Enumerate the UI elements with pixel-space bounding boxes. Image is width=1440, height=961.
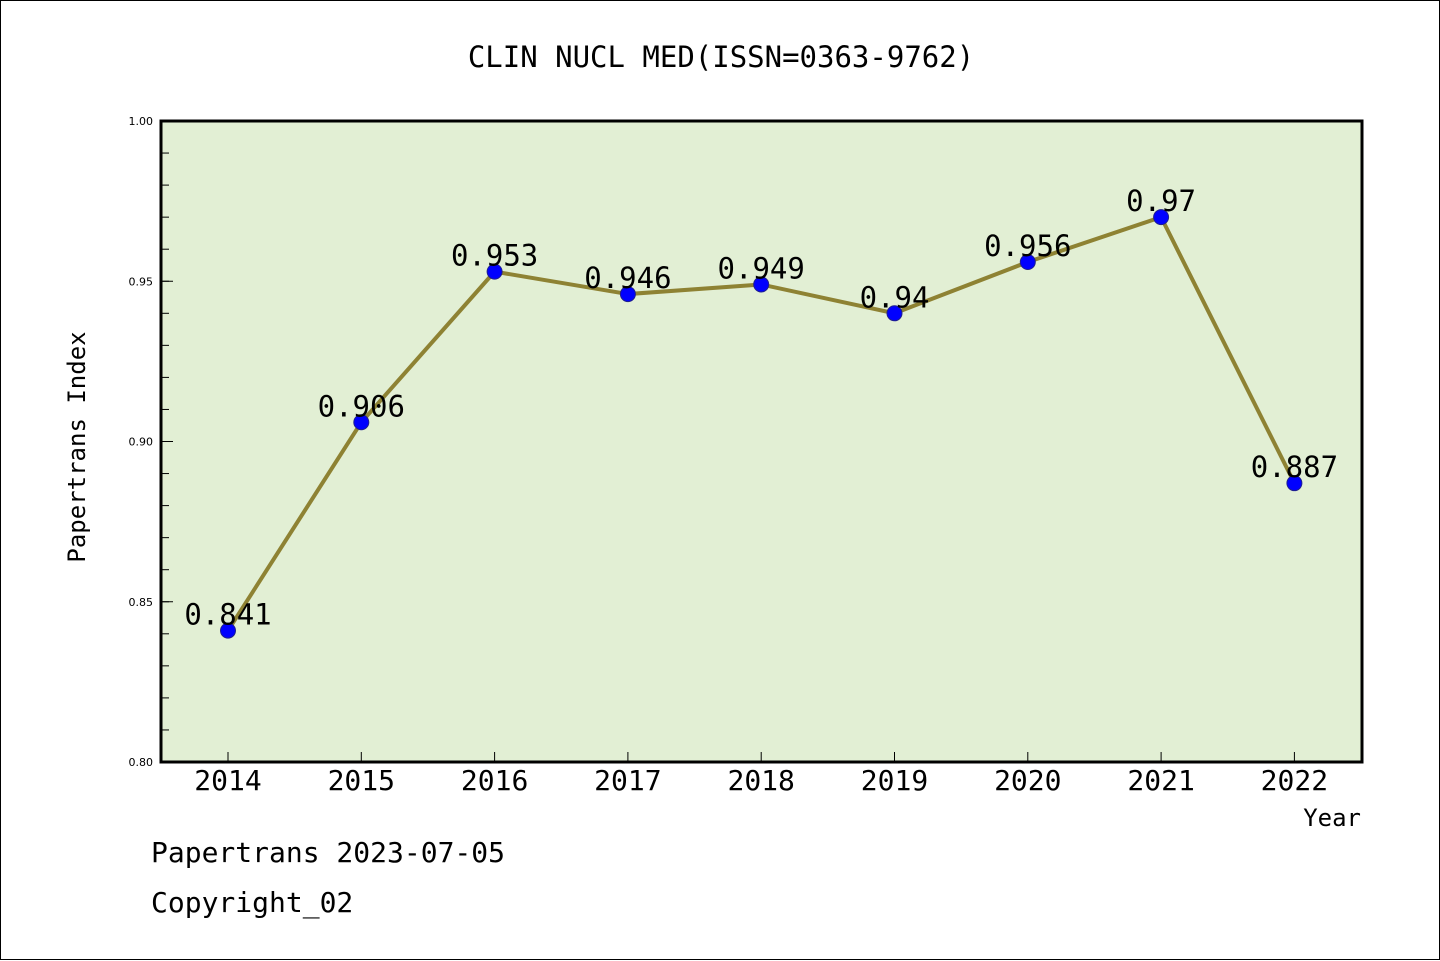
x-tick-label: 2020 bbox=[994, 764, 1061, 797]
data-label: 0.841 bbox=[184, 598, 271, 632]
x-axis-ticks: 2014 2015 2016 2017 2018 2019 2020 2021 2022 bbox=[194, 752, 1328, 797]
data-markers bbox=[220, 209, 1303, 639]
chart-title: CLIN NUCL MED(ISSN=0363-9762) bbox=[468, 40, 974, 74]
x-tick-label: 2019 bbox=[861, 764, 928, 797]
data-label: 0.97 bbox=[1126, 184, 1196, 218]
data-label: 0.906 bbox=[318, 389, 405, 423]
x-tick-label: 2022 bbox=[1261, 764, 1328, 797]
x-tick-label: 2016 bbox=[461, 764, 528, 797]
x-axis-label: Year bbox=[1303, 804, 1361, 832]
data-label: 0.956 bbox=[984, 229, 1071, 263]
footer-copyright: Copyright_02 bbox=[151, 886, 354, 919]
y-tick-label: 0.95 bbox=[129, 275, 154, 288]
data-point bbox=[619, 286, 636, 303]
footer-date: Papertrans 2023-07-05 bbox=[151, 836, 506, 869]
data-point bbox=[753, 276, 770, 293]
data-point bbox=[1286, 475, 1303, 492]
data-point bbox=[1153, 209, 1170, 226]
data-point bbox=[886, 305, 903, 322]
x-tick-label: 2018 bbox=[727, 764, 794, 797]
y-tick-label: 0.90 bbox=[129, 436, 154, 449]
y-axis-label: Papertrans Index bbox=[63, 331, 91, 562]
data-point bbox=[220, 622, 236, 639]
data-label: 0.949 bbox=[718, 251, 805, 285]
y-tick-label: 0.85 bbox=[129, 596, 154, 609]
x-tick-label: 2014 bbox=[194, 764, 261, 797]
data-point bbox=[1019, 254, 1036, 271]
x-tick-label: 2015 bbox=[328, 764, 395, 797]
data-point bbox=[353, 414, 370, 431]
plot-border bbox=[159, 119, 1364, 764]
data-label: 0.887 bbox=[1251, 450, 1338, 484]
data-labels: 0.841 0.906 0.953 0.946 0.949 0.94 0.956 0.97 0.… bbox=[184, 184, 1338, 631]
data-label: 0.946 bbox=[584, 261, 671, 295]
x-tick-label: 2021 bbox=[1127, 764, 1194, 797]
y-tick-label: 0.80 bbox=[129, 756, 154, 769]
data-point bbox=[486, 263, 503, 280]
y-tick-label: 1.00 bbox=[129, 115, 154, 128]
data-label: 0.953 bbox=[451, 239, 538, 273]
x-tick-label: 2017 bbox=[594, 764, 661, 797]
data-label: 0.94 bbox=[860, 280, 930, 314]
plot-area bbox=[161, 121, 1362, 762]
